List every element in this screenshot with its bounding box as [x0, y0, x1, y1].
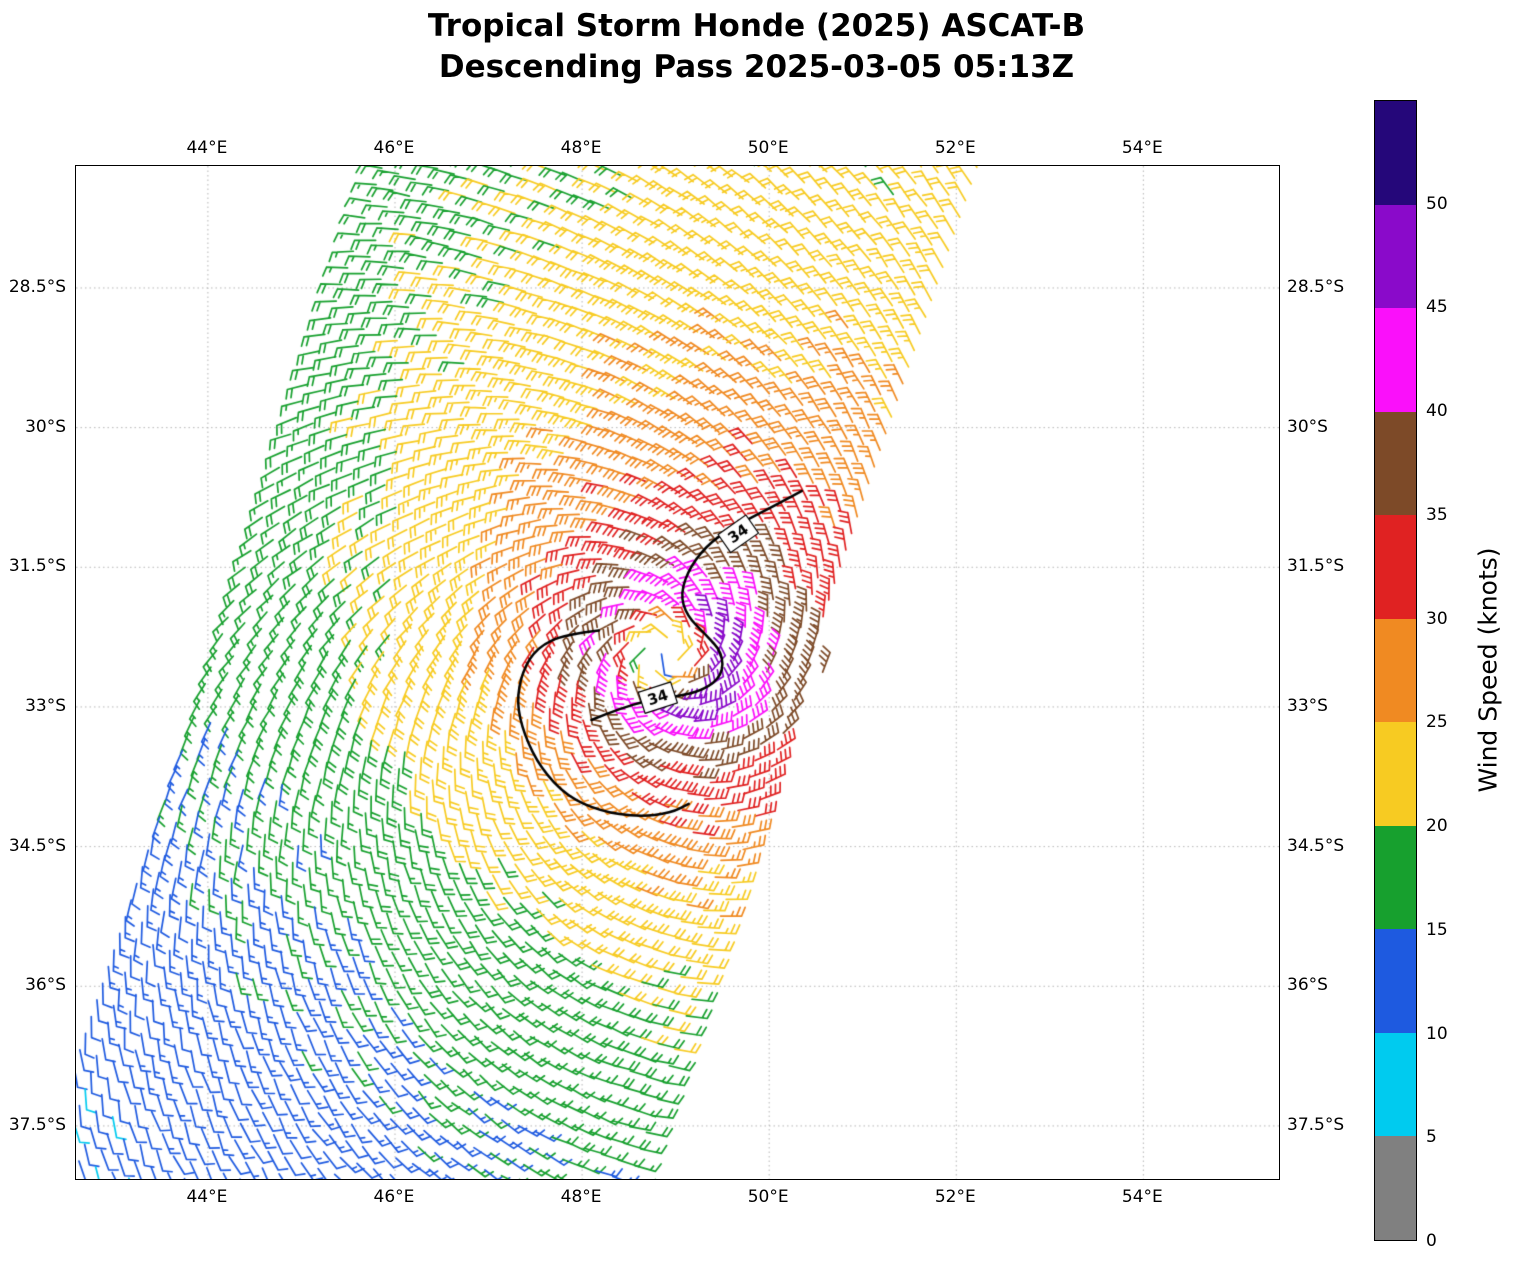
colorbar-segment — [1375, 1032, 1416, 1137]
colorbar-segment — [1375, 825, 1416, 930]
y-tick-label-left: 30°S — [25, 416, 66, 437]
colorbar-tick-label: 50 — [1426, 193, 1448, 214]
colorbar-segment — [1375, 515, 1416, 619]
colorbar-segment — [1375, 204, 1416, 309]
x-tick-label-top: 48°E — [560, 138, 602, 158]
y-tick-label-left: 31.5°S — [8, 556, 66, 577]
colorbar-segment — [1375, 411, 1416, 516]
colorbar — [1374, 100, 1417, 1241]
colorbar-segment — [1375, 722, 1416, 826]
y-tick-label-right: 36°S — [1287, 975, 1328, 996]
colorbar-segment — [1375, 1136, 1416, 1241]
colorbar-axis-label: Wind Speed (knots) — [1473, 547, 1503, 793]
y-tick-label-right: 34.5°S — [1287, 835, 1345, 856]
chart-title-line1: Tropical Storm Honde (2025) ASCAT-B — [427, 8, 1086, 44]
x-tick-label-bottom: 48°E — [560, 1187, 602, 1207]
map-plot-area — [75, 165, 1280, 1180]
x-tick-label-top: 44°E — [186, 138, 228, 158]
x-tick-label-bottom: 44°E — [186, 1187, 228, 1207]
y-tick-label-left: 33°S — [25, 695, 66, 716]
y-tick-label-left: 34.5°S — [8, 835, 66, 856]
x-tick-label-bottom: 54°E — [1121, 1187, 1163, 1207]
y-tick-label-left: 37.5°S — [8, 1114, 66, 1135]
x-tick-label-top: 52°E — [934, 138, 976, 158]
colorbar-tick-label: 10 — [1426, 1023, 1448, 1044]
y-tick-label-left: 36°S — [25, 975, 66, 996]
x-tick-label-top: 54°E — [1121, 138, 1163, 158]
colorbar-tick-label: 0 — [1426, 1231, 1437, 1251]
y-tick-label-right: 31.5°S — [1287, 556, 1345, 577]
colorbar-tick-label: 40 — [1426, 401, 1448, 422]
x-tick-label-bottom: 46°E — [373, 1187, 415, 1207]
colorbar-tick-label: 35 — [1426, 504, 1448, 525]
colorbar-tick-label: 15 — [1426, 919, 1448, 940]
y-tick-label-right: 28.5°S — [1287, 276, 1345, 297]
wind-barb-map-canvas — [76, 166, 1279, 1179]
chart-title: Tropical Storm Honde (2025) ASCAT-B Desc… — [0, 6, 1513, 88]
x-tick-label-top: 50°E — [747, 138, 789, 158]
colorbar-tick-label: 30 — [1426, 608, 1448, 629]
y-tick-label-right: 37.5°S — [1287, 1114, 1345, 1135]
y-tick-label-right: 30°S — [1287, 416, 1328, 437]
y-tick-label-right: 33°S — [1287, 695, 1328, 716]
chart-title-line2: Descending Pass 2025-03-05 05:13Z — [438, 48, 1075, 85]
x-tick-label-bottom: 52°E — [934, 1187, 976, 1207]
colorbar-tick-label: 5 — [1426, 1127, 1437, 1148]
colorbar-segment — [1375, 308, 1416, 412]
colorbar-segment — [1375, 618, 1416, 723]
colorbar-tick-label: 25 — [1426, 712, 1448, 733]
colorbar-tick-label: 45 — [1426, 297, 1448, 318]
x-tick-label-top: 46°E — [373, 138, 415, 158]
colorbar-segment — [1375, 929, 1416, 1033]
x-tick-label-bottom: 50°E — [747, 1187, 789, 1207]
colorbar-segment — [1375, 101, 1416, 205]
colorbar-tick-label: 20 — [1426, 816, 1448, 837]
y-tick-label-left: 28.5°S — [8, 276, 66, 297]
